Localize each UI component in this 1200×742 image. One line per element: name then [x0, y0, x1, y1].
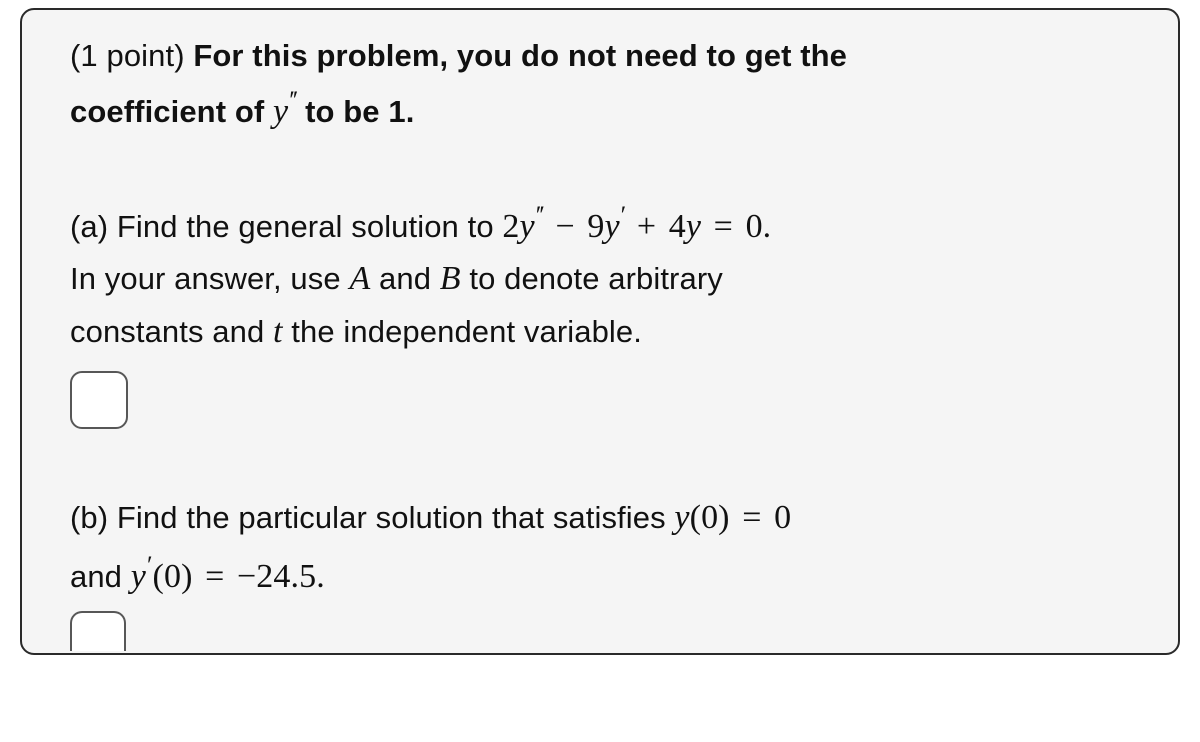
- part-a-label: (a) Find the general solution to: [70, 209, 502, 244]
- part-a-line-1: (a) Find the general solution to 2y′′ − …: [70, 195, 1130, 254]
- instruction-line-2: coefficient of y′′ to be 1.: [70, 80, 1130, 139]
- math-y-double-prime: y′′: [273, 93, 296, 130]
- equation-a: 2y′′ − 9y′ + 4y = 0.: [502, 208, 771, 245]
- part-a-line-2: In your answer, use A and B to denote ar…: [70, 253, 1130, 306]
- instruction-text-2a: coefficient of: [70, 94, 273, 129]
- math-yprime0: y′(0) = −24.5.: [131, 558, 325, 595]
- problem-container: (1 point) For this problem, you do not n…: [20, 8, 1180, 655]
- part-b-line-1: (b) Find the particular solution that sa…: [70, 492, 1130, 545]
- part-b-line-2: and y′(0) = −24.5.: [70, 545, 1130, 604]
- instruction-text-2b: to be 1.: [296, 94, 414, 129]
- answer-input-a-wrap: [70, 359, 1130, 434]
- part-a-block: (a) Find the general solution to 2y′′ − …: [70, 195, 1130, 434]
- instruction-block: (1 point) For this problem, you do not n…: [70, 32, 1130, 139]
- spacer: [70, 444, 1130, 492]
- part-b-block: (b) Find the particular solution that sa…: [70, 492, 1130, 651]
- math-y0: y(0) = 0: [674, 499, 791, 536]
- math-B: B: [440, 260, 461, 297]
- instruction-line-1: (1 point) For this problem, you do not n…: [70, 32, 1130, 80]
- answer-input-a[interactable]: [70, 371, 128, 429]
- points-prefix: (1 point): [70, 38, 193, 73]
- instruction-text-1: For this problem, you do not need to get…: [193, 38, 847, 73]
- answer-input-b[interactable]: [70, 611, 126, 651]
- math-t: t: [273, 313, 283, 350]
- answer-input-b-wrap: [70, 603, 1130, 651]
- math-A: A: [349, 260, 370, 297]
- part-a-line-3: constants and t the independent variable…: [70, 306, 1130, 359]
